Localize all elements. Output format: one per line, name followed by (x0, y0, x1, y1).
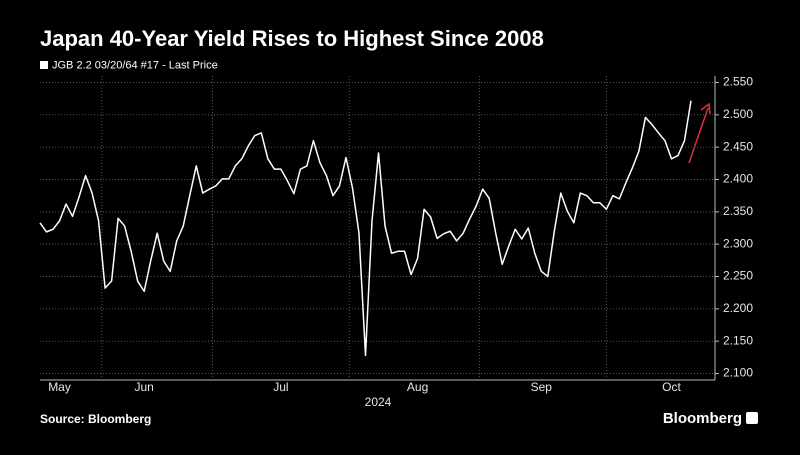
legend-swatch (40, 61, 48, 69)
x-axis-label: 2024 (365, 395, 392, 409)
x-tick-label: Jul (273, 380, 288, 394)
brand: Bloomberg (663, 410, 742, 427)
y-tick-label: 2.250 (723, 269, 753, 283)
legend-label: JGB 2.2 03/20/64 #17 - Last Price (52, 59, 218, 71)
x-tick-label: May (48, 380, 71, 394)
y-tick-label: 2.450 (723, 139, 753, 153)
y-tick-label: 2.500 (723, 107, 753, 121)
y-tick-label: 2.150 (723, 333, 753, 347)
y-tick-label: 2.200 (723, 301, 753, 315)
y-tick-label: 2.300 (723, 236, 753, 250)
annotation-arrow-head (700, 102, 711, 115)
x-tick-label: Jun (134, 380, 153, 394)
x-tick-label: Oct (662, 380, 681, 394)
source: Source: Bloomberg (40, 412, 151, 426)
chart-title: Japan 40-Year Yield Rises to Highest Sin… (40, 26, 544, 51)
line-series (39, 100, 692, 357)
brand-icon (746, 412, 758, 424)
x-tick-label: Aug (407, 380, 428, 394)
y-tick-label: 2.100 (723, 366, 753, 380)
x-tick-label: Sep (531, 380, 553, 394)
y-tick-label: 2.350 (723, 204, 753, 218)
y-tick-label: 2.550 (723, 75, 753, 89)
y-tick-label: 2.400 (723, 172, 753, 186)
annotation-arrow (688, 107, 709, 164)
